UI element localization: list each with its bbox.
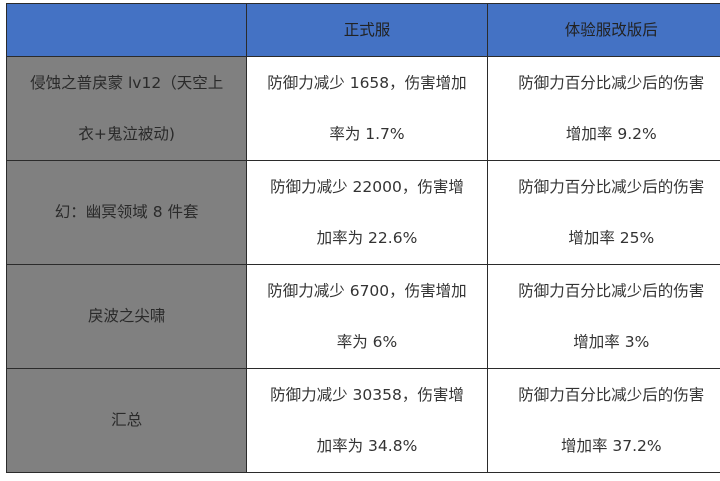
cell-line: 加率为 34.8% <box>316 436 418 455</box>
test-cell: 防御力百分比减少后的伤害 增加率 25% <box>486 160 720 265</box>
cell-line: 防御力百分比减少后的伤害 <box>518 385 705 404</box>
header-row: 正式服 体验服改版后 <box>5 3 720 57</box>
comparison-table: 正式服 体验服改版后 侵蚀之普戾蒙 lv12（天空上 衣+鬼泣被动) 防御力减少 … <box>5 3 720 473</box>
cell-line: 防御力百分比减少后的伤害 <box>518 73 705 92</box>
cell-line: 防御力百分比减少后的伤害 <box>518 281 705 300</box>
cell-line: 增加率 9.2% <box>565 124 657 143</box>
cell-line: 防御力百分比减少后的伤害 <box>518 177 705 196</box>
header-live-server: 正式服 <box>246 3 488 57</box>
test-cell: 防御力百分比减少后的伤害 增加率 37.2% <box>486 368 720 473</box>
cell-line: 率为 1.7% <box>329 124 405 143</box>
cell-line: 衣+鬼泣被动) <box>78 124 175 143</box>
cell-line: 侵蚀之普戾蒙 lv12（天空上 <box>30 73 224 92</box>
cell-line: 防御力减少 30358，伤害增 <box>270 385 464 404</box>
cell-line: 增加率 3% <box>573 332 650 351</box>
cell-line: 加率为 22.6% <box>316 228 418 247</box>
test-cell: 防御力百分比减少后的伤害 增加率 3% <box>486 264 720 369</box>
cell-line: 率为 6% <box>336 332 398 351</box>
cell-line: 戾波之尖啸 <box>87 307 166 325</box>
live-cell: 防御力减少 30358，伤害增 加率为 34.8% <box>246 368 488 473</box>
header-empty <box>5 3 248 57</box>
live-cell: 防御力减少 1658，伤害增加 率为 1.7% <box>246 56 488 161</box>
test-cell: 防御力百分比减少后的伤害 增加率 9.2% <box>486 56 720 161</box>
live-cell: 防御力减少 22000，伤害增 加率为 22.6% <box>246 160 488 265</box>
cell-line: 汇总 <box>111 411 143 429</box>
cell-line: 防御力减少 1658，伤害增加 <box>267 73 467 92</box>
cell-line: 防御力减少 6700，伤害增加 <box>267 281 467 300</box>
item-cell: 汇总 <box>5 368 248 473</box>
table-row: 戾波之尖啸 防御力减少 6700，伤害增加 率为 6% 防御力百分比减少后的伤害增… <box>5 264 720 369</box>
cell-line: 幻：幽冥领域 8 件套 <box>54 203 199 221</box>
live-cell: 防御力减少 6700，伤害增加 率为 6% <box>246 264 488 369</box>
item-cell: 戾波之尖啸 <box>5 264 248 369</box>
header-test-server: 体验服改版后 <box>486 3 720 57</box>
item-cell: 侵蚀之普戾蒙 lv12（天空上 衣+鬼泣被动) <box>5 56 248 161</box>
cell-line: 防御力减少 22000，伤害增 <box>270 177 464 196</box>
cell-line: 增加率 25% <box>568 228 655 247</box>
cell-line: 增加率 37.2% <box>560 436 662 455</box>
table-row: 幻：幽冥领域 8 件套 防御力减少 22000，伤害增 加率为 22.6% 防御力… <box>5 160 720 265</box>
table-row: 汇总 防御力减少 30358，伤害增 加率为 34.8% 防御力百分比减少后的伤害… <box>5 368 720 473</box>
item-cell: 幻：幽冥领域 8 件套 <box>5 160 248 265</box>
table-row: 侵蚀之普戾蒙 lv12（天空上 衣+鬼泣被动) 防御力减少 1658，伤害增加 率为… <box>5 56 720 161</box>
